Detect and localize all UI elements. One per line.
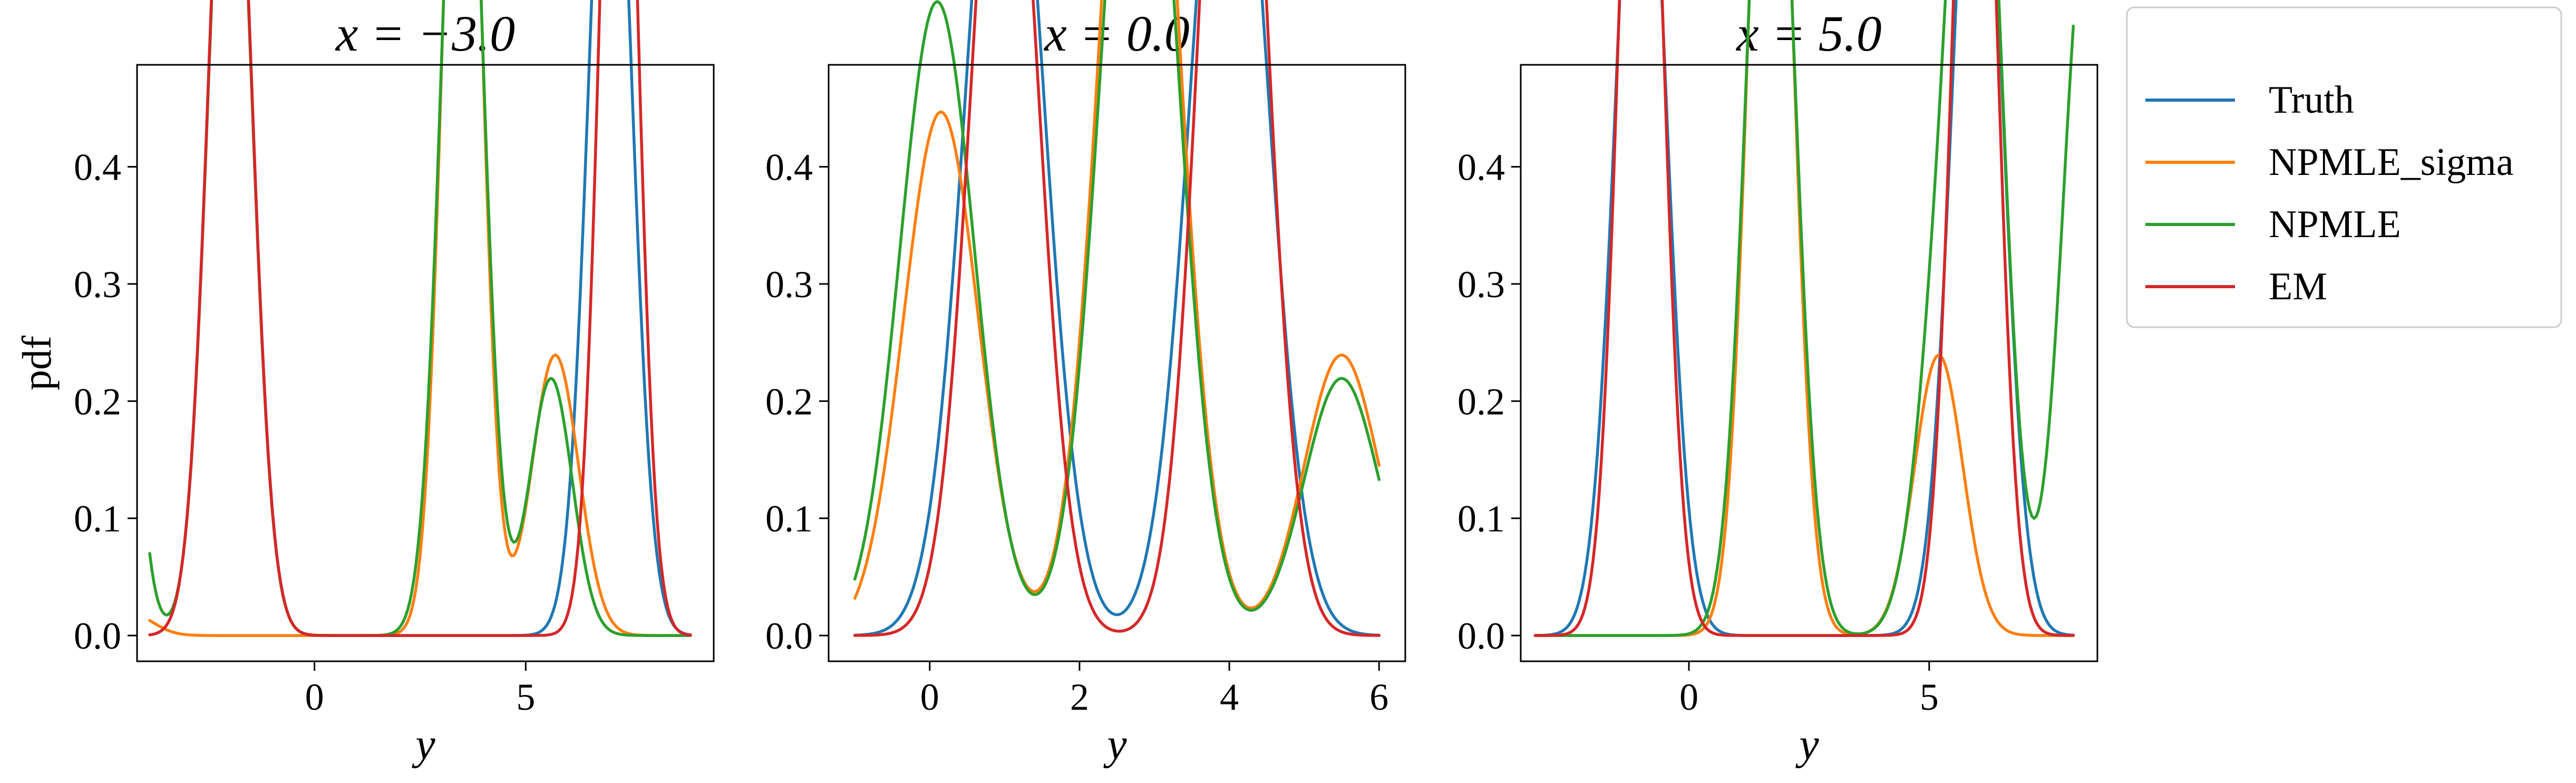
series-line-npmle-sigma	[853, 0, 1381, 610]
plot-frame	[828, 64, 1406, 662]
y-tick-label: 0.0	[74, 615, 121, 657]
plot-frame	[136, 64, 715, 662]
legend-entry-em: EM	[2145, 265, 2327, 308]
y-tick-label: 0.0	[1457, 615, 1505, 657]
y-tick-label: 0.2	[74, 380, 121, 423]
legend-label: NPMLE_sigma	[2269, 141, 2514, 184]
series-layer	[1533, 0, 2075, 637]
series-line-npmle	[853, 0, 1381, 612]
x-tick-label: 5	[516, 676, 535, 718]
x-tick-label: 5	[1920, 676, 1939, 718]
series-line-npmle-sigma	[148, 0, 692, 637]
series-line-em	[1533, 0, 2075, 637]
subplot-title: x = 5.0	[1735, 5, 1881, 62]
subplot-panel-3: x = 5.0 0 5 0.0 0.1 0.2 0.3 0.4 y	[1457, 0, 2098, 769]
subplot-panel-2: x = 0.0 0 2 4 6 0.0 0.1 0.2 0.3 0.4 y	[765, 0, 1406, 769]
x-tick-label: 0	[305, 676, 324, 718]
legend-label: NPMLE	[2269, 203, 2401, 246]
plot-frame	[1520, 64, 2098, 662]
legend-box	[2126, 6, 2562, 328]
legend-label: EM	[2269, 265, 2327, 308]
series-layer	[853, 0, 1381, 637]
x-axis-label: y	[411, 720, 435, 769]
series-line-em	[853, 0, 1381, 637]
legend-entry-npmle-sigma: NPMLE_sigma	[2145, 141, 2514, 184]
x-axis-label: y	[1103, 720, 1127, 769]
y-tick-label: 0.4	[1457, 146, 1505, 188]
subplot-title: x = −3.0	[335, 5, 515, 62]
x-tick-label: 0	[1679, 676, 1698, 718]
x-tick-label: 4	[1220, 676, 1239, 718]
y-tick-label: 0.2	[1457, 380, 1505, 423]
legend-entry-npmle: NPMLE	[2145, 203, 2401, 246]
legend-entry-truth: Truth	[2145, 79, 2354, 122]
y-axis-label: pdf	[14, 336, 60, 390]
series-line-npmle	[1533, 0, 2075, 637]
y-tick-label: 0.2	[765, 380, 813, 423]
ticks-layer: 0 2 4 6 0.0 0.1 0.2 0.3 0.4	[765, 146, 1388, 718]
y-tick-label: 0.1	[765, 498, 813, 540]
series-line-truth	[853, 0, 1381, 637]
series-line-npmle	[148, 0, 692, 637]
subplot-title: x = 0.0	[1043, 5, 1189, 62]
x-axis-label: y	[1795, 720, 1819, 769]
x-tick-label: 2	[1070, 676, 1089, 718]
y-tick-label: 0.4	[74, 146, 121, 188]
legend-label: Truth	[2269, 79, 2354, 122]
legend: Truth NPMLE_sigma NPMLE EM	[2126, 6, 2562, 328]
y-tick-label: 0.4	[765, 146, 813, 188]
x-tick-label: 0	[920, 676, 939, 718]
ticks-layer: 0 5 0.0 0.1 0.2 0.3 0.4	[74, 146, 535, 718]
subplot-panel-1: x = −3.0 0 5 0.0 0.1 0.2 0.3 0.4 y pdf	[14, 0, 715, 769]
series-line-em	[148, 0, 692, 637]
ticks-layer: 0 5 0.0 0.1 0.2 0.3 0.4	[1457, 146, 1939, 718]
series-layer	[148, 0, 692, 637]
y-tick-label: 0.3	[765, 263, 813, 306]
y-tick-label: 0.1	[1457, 498, 1505, 540]
x-tick-label: 6	[1369, 676, 1388, 718]
y-tick-label: 0.3	[74, 263, 121, 306]
y-tick-label: 0.0	[765, 615, 813, 657]
y-tick-label: 0.3	[1457, 263, 1505, 306]
y-tick-label: 0.1	[74, 498, 121, 540]
